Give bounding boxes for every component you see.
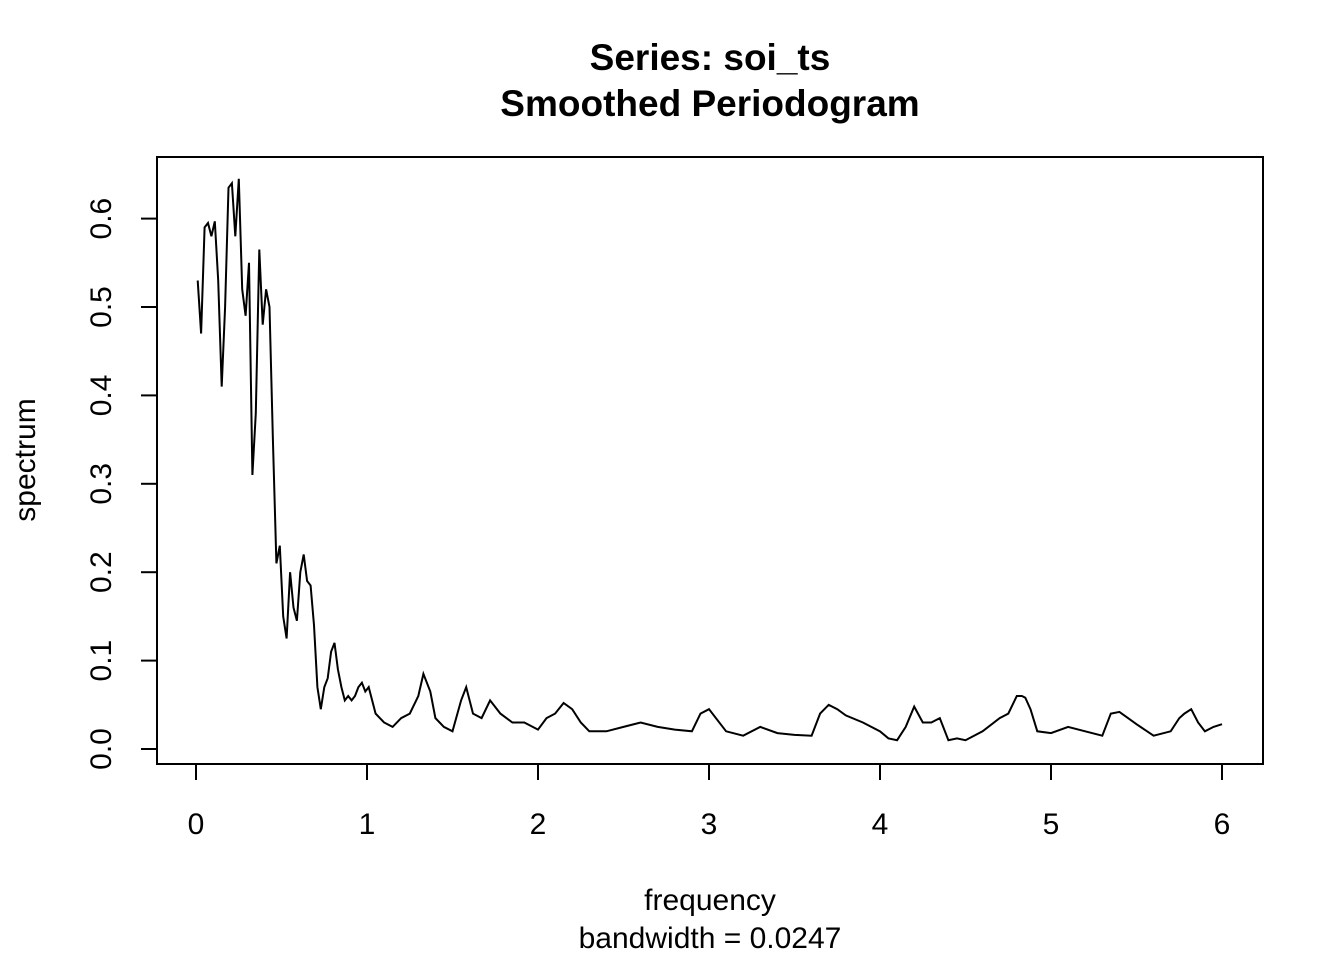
y-axis: 0.0 0.1 0.2 0.3 0.4 0.5 0.6 [85,198,158,770]
x-tick-label: 5 [1043,808,1060,841]
x-axis-label: frequency [644,884,776,917]
x-axis: 0 1 2 3 4 5 6 [188,763,1231,841]
plot-frame [156,156,1264,765]
y-tick-label: 0.0 [85,728,118,770]
chart-subtitle: Smoothed Periodogram [500,83,920,124]
bandwidth-label: bandwidth = 0.0247 [578,922,842,955]
x-tick-label: 6 [1214,808,1231,841]
x-tick-label: 1 [359,808,376,841]
y-tick-label: 0.4 [85,375,118,417]
y-tick-label: 0.2 [85,551,118,593]
x-tick-label: 3 [701,808,718,841]
x-tick-label: 0 [188,808,205,841]
y-tick-label: 0.6 [85,198,118,240]
x-tick-label: 2 [530,808,547,841]
x-tick-label: 4 [872,808,889,841]
chart-title: Series: soi_ts [589,37,831,78]
y-tick-label: 0.3 [85,463,118,505]
spectrum-line [196,178,1223,742]
y-axis-label: spectrum [9,398,42,522]
y-tick-label: 0.5 [85,286,118,328]
y-tick-label: 0.1 [85,640,118,682]
